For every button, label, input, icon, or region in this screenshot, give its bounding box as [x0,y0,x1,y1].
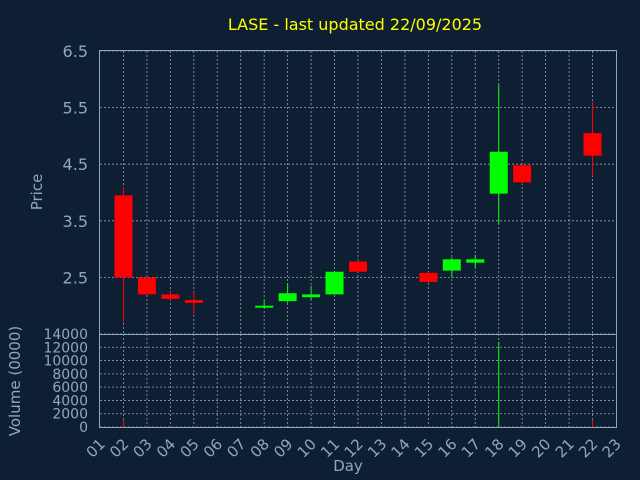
volume-tick-label: 10000 [43,354,88,370]
candle-body [161,294,180,299]
x-tick-label: 13 [364,435,390,461]
volume-tick-label: 2000 [52,407,88,423]
candle-10 [302,285,321,301]
y-axis-label: Price [28,174,46,211]
candle-16 [442,257,461,278]
candle-body [489,151,508,194]
x-tick-label: 16 [434,435,460,461]
x-tick-label: 08 [247,435,273,461]
x-tick-label: 19 [505,435,531,461]
x-tick-label: 02 [106,435,132,461]
volume-panel-frame [99,334,617,428]
x-tick-labels: 0102030405060708091011121314151617181920… [83,435,625,461]
candle-body [466,259,485,263]
x-tick-label: 10 [294,435,320,461]
candle-body [513,165,532,183]
volume-bars [122,341,594,427]
volume-tick-label: 14000 [43,327,88,343]
candle-body [583,133,602,156]
candle-body [325,271,344,295]
candle-body [255,305,274,308]
x-tick-label: 22 [575,435,601,461]
candle-02 [114,186,133,323]
volume-grid [100,333,616,428]
x-tick-label: 05 [176,435,202,461]
x-tick-label: 21 [552,435,578,461]
price-tick-label: 5.5 [63,99,88,118]
x-tick-label: 17 [458,435,484,461]
candle-15 [419,271,438,284]
x-tick-label: 20 [528,435,554,461]
candle-body [419,272,438,282]
price-tick-label: 6.5 [63,42,88,61]
candle-body [278,293,297,302]
candle-body [442,259,461,271]
volume-tick-label: 8000 [52,367,88,383]
x-axis-label: Day [333,457,363,475]
x-tick-label: 04 [153,435,179,461]
candle-03 [137,277,156,295]
candle-body [137,277,156,295]
x-tick-label: 18 [481,435,507,461]
x-tick-label: 01 [83,435,109,461]
chart-title: LASE - last updated 22/09/2025 [228,15,482,34]
x-tick-label: 14 [388,435,414,461]
candle-11 [325,271,344,295]
volume-tick-label: 6000 [52,380,88,396]
candle-09 [278,283,297,303]
candles [114,84,602,323]
price-tick-labels: 2.5 3.5 4.5 5.5 6.5 [63,42,88,287]
candle-body [184,300,203,303]
candle-body [302,294,321,298]
volume-tick-label: 0 [79,420,88,436]
x-tick-label: 15 [411,435,437,461]
price-grid [100,50,616,334]
candle-08 [255,300,274,309]
candle-04 [161,291,180,301]
candle-19 [513,164,532,185]
x-tick-label: 03 [130,435,156,461]
x-tick-label: 06 [200,435,226,461]
volume-tick-label: 4000 [52,393,88,409]
price-tick-label: 3.5 [63,212,88,231]
candle-12 [349,260,367,272]
price-tick-label: 4.5 [63,155,88,174]
x-tick-label: 07 [223,435,249,461]
price-tick-label: 2.5 [63,268,88,287]
candle-22 [583,101,602,176]
candle-body [349,261,367,272]
volume-axis-label: Volume (0000) [6,326,24,436]
x-tick-label: 09 [270,435,296,461]
x-tick-label: 23 [599,435,625,461]
volume-tick-label: 12000 [43,340,88,356]
candle-05 [184,291,203,315]
candle-18 [489,84,508,224]
candle-body [114,195,133,278]
candle-17 [466,254,485,268]
